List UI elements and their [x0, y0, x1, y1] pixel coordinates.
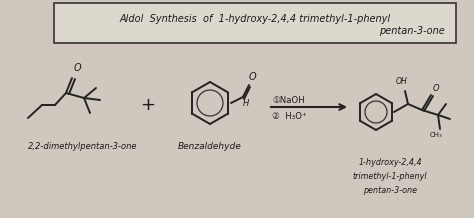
Text: CH₃: CH₃ [429, 132, 442, 138]
Text: OH: OH [396, 77, 408, 86]
Text: O: O [433, 84, 439, 93]
Text: O: O [249, 72, 256, 82]
Text: Benzaldehyde: Benzaldehyde [178, 142, 242, 151]
Text: +: + [140, 96, 155, 114]
Text: H: H [243, 99, 249, 108]
Text: pentan-3-one: pentan-3-one [379, 26, 445, 36]
Text: Aldol  Synthesis  of  1-hydroxy-2,4,4 trimethyl-1-phenyl: Aldol Synthesis of 1-hydroxy-2,4,4 trime… [119, 14, 391, 24]
Text: 2,2-dimethylpentan-3-one: 2,2-dimethylpentan-3-one [28, 142, 137, 151]
Text: 1-hydroxy-2,4,4
trimethyl-1-phenyl
pentan-3-one: 1-hydroxy-2,4,4 trimethyl-1-phenyl penta… [353, 158, 428, 195]
Text: O: O [74, 63, 82, 73]
Text: ①NaOH
②  H₃O⁺: ①NaOH ② H₃O⁺ [272, 96, 307, 121]
FancyBboxPatch shape [54, 3, 456, 43]
